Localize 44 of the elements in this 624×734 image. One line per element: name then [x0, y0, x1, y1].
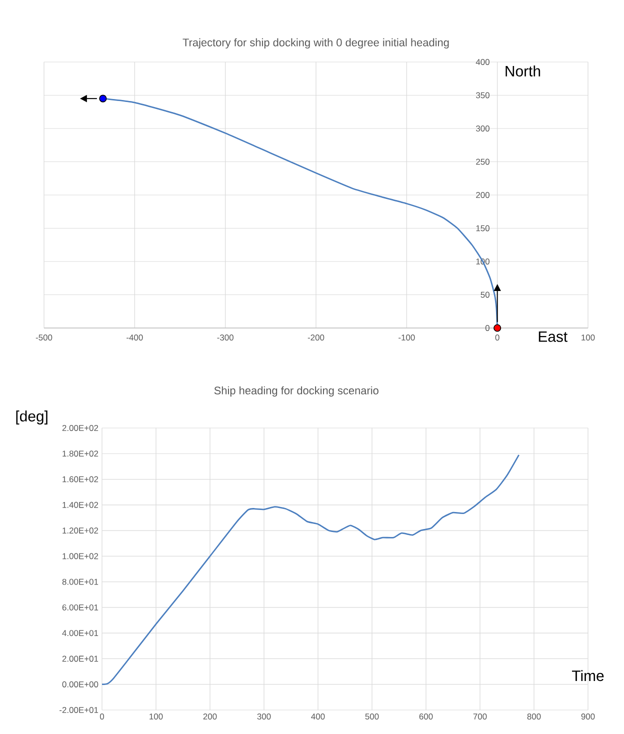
- y-tick-label: 50: [480, 292, 490, 298]
- x-tick-label: 300: [257, 714, 271, 720]
- y-tick-label: 150: [476, 225, 490, 232]
- y-tick-label: 2.00E+02: [62, 425, 98, 431]
- y-tick-label: 1.00E+02: [62, 553, 98, 560]
- y-tick-label: 400: [476, 59, 490, 65]
- y-tick-label: 350: [476, 92, 490, 98]
- x-tick-label: 500: [365, 714, 379, 720]
- x-tick-label: -400: [126, 334, 143, 340]
- x-tick-label: -300: [217, 334, 234, 340]
- x-tick-label: 100: [582, 334, 595, 340]
- x-tick-label: 200: [203, 714, 217, 720]
- x-tick-label: 800: [527, 714, 541, 720]
- y-axis-title: [deg]: [16, 410, 48, 424]
- y-tick-label: 0.00E+00: [62, 681, 98, 688]
- x-tick-label: -500: [36, 334, 52, 340]
- y-tick-label: 4.00E+01: [62, 630, 98, 636]
- x-tick-label: 0: [100, 714, 104, 720]
- y-axis-title: North: [506, 66, 540, 76]
- x-tick-label: 600: [419, 714, 433, 720]
- y-tick-label: 250: [476, 158, 490, 165]
- y-tick-label: 300: [476, 126, 490, 132]
- y-tick-label: 1.80E+02: [62, 450, 98, 457]
- line-series: [101, 454, 520, 686]
- y-tick-label: 6.00E+01: [62, 604, 98, 610]
- x-tick-label: 100: [150, 714, 163, 720]
- x-tick-label: -100: [398, 334, 415, 340]
- x-tick-label: 0: [495, 334, 500, 340]
- x-tick-label: 900: [581, 714, 595, 720]
- y-tick-label: 200: [476, 192, 490, 198]
- y-tick-label: 1.60E+02: [62, 476, 98, 482]
- x-axis-title: East: [538, 332, 568, 342]
- y-tick-label: 1.20E+02: [62, 528, 98, 534]
- y-tick-label: 1.40E+02: [62, 502, 98, 508]
- x-tick-label: -200: [308, 334, 324, 340]
- y-tick-label: -2.00E+01: [60, 707, 98, 713]
- chart-title: Trajectory for ship docking with 0 degree initial heading: [182, 38, 449, 48]
- y-tick-label: 2.00E+01: [62, 656, 98, 662]
- chart-title: Ship heading for docking scenario: [214, 386, 378, 397]
- y-tick-label: 8.00E+01: [62, 578, 98, 585]
- x-axis-title: Time: [572, 670, 604, 682]
- x-tick-label: 700: [473, 714, 487, 720]
- x-tick-label: 400: [311, 714, 325, 720]
- y-tick-label: 0: [485, 325, 490, 331]
